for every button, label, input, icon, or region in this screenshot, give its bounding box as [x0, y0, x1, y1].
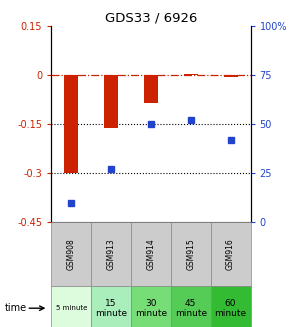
- Text: 5 minute: 5 minute: [55, 305, 87, 311]
- Bar: [104, 75, 118, 128]
- Text: GSM916: GSM916: [226, 238, 235, 270]
- Bar: [144, 75, 158, 103]
- Text: GSM914: GSM914: [146, 238, 155, 270]
- Bar: [64, 75, 78, 173]
- Text: 60
minute: 60 minute: [214, 299, 247, 318]
- Text: 45
minute: 45 minute: [175, 299, 207, 318]
- Text: time: time: [4, 303, 27, 313]
- Text: GSM908: GSM908: [67, 238, 76, 270]
- Title: GDS33 / 6926: GDS33 / 6926: [105, 12, 197, 25]
- Text: GSM915: GSM915: [186, 238, 195, 270]
- Text: GSM913: GSM913: [107, 238, 115, 270]
- Bar: [184, 74, 198, 75]
- Bar: [224, 75, 238, 77]
- Text: 15
minute: 15 minute: [95, 299, 127, 318]
- Text: 30
minute: 30 minute: [135, 299, 167, 318]
